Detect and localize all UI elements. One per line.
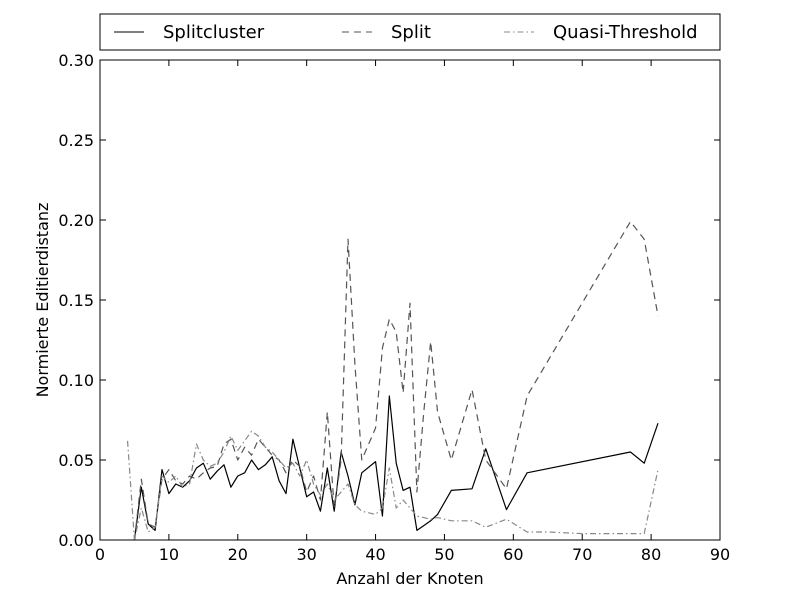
legend-label-quasi-threshold: Quasi-Threshold bbox=[553, 22, 698, 43]
x-tick-label: 90 bbox=[710, 545, 730, 564]
x-tick-label: 70 bbox=[572, 545, 592, 564]
x-tick-label: 20 bbox=[228, 545, 248, 564]
y-tick-label: 0.10 bbox=[58, 371, 94, 390]
x-tick-label: 30 bbox=[296, 545, 316, 564]
x-tick-label: 60 bbox=[503, 545, 523, 564]
y-axis-label: Normierte Editierdistanz bbox=[33, 203, 52, 398]
series-line-split bbox=[133, 221, 659, 541]
x-tick-label: 50 bbox=[434, 545, 454, 564]
y-tick-label: 0.00 bbox=[58, 531, 94, 550]
y-tick-label: 0.15 bbox=[58, 291, 94, 310]
y-tick-label: 0.25 bbox=[58, 131, 94, 150]
x-tick-label: 0 bbox=[95, 545, 105, 564]
y-tick-label: 0.30 bbox=[58, 51, 94, 70]
legend-frame bbox=[99, 13, 721, 51]
ticks-layer: 0 10 20 30 40 50 60 70 80 90 0.00 0.05 0.10 0.15 0.20 0… bbox=[58, 51, 730, 564]
legend-label-splitcluster: Splitcluster bbox=[163, 22, 265, 43]
y-tick-label: 0.20 bbox=[58, 211, 94, 230]
series-line-splitcluster bbox=[133, 395, 659, 541]
x-tick-label: 80 bbox=[641, 545, 661, 564]
y-tick-label: 0.05 bbox=[58, 451, 94, 470]
x-tick-label: 40 bbox=[365, 545, 385, 564]
series-line-quasi-threshold bbox=[126, 430, 659, 541]
x-tick-label: 10 bbox=[159, 545, 179, 564]
series-layer bbox=[126, 221, 659, 541]
legend: Splitcluster Split Quasi-Threshold bbox=[99, 13, 721, 51]
x-axis-label: Anzahl der Knoten bbox=[336, 569, 483, 588]
legend-label-split: Split bbox=[391, 22, 431, 43]
